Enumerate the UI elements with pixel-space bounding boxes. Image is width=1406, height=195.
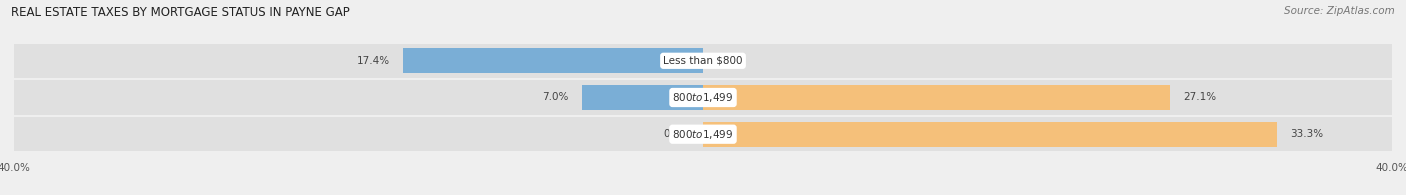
Text: REAL ESTATE TAXES BY MORTGAGE STATUS IN PAYNE GAP: REAL ESTATE TAXES BY MORTGAGE STATUS IN … xyxy=(11,6,350,19)
Text: $800 to $1,499: $800 to $1,499 xyxy=(672,91,734,104)
Bar xyxy=(14,117,1392,151)
Text: $800 to $1,499: $800 to $1,499 xyxy=(672,128,734,141)
Bar xyxy=(14,44,1392,78)
Text: 17.4%: 17.4% xyxy=(356,56,389,66)
Bar xyxy=(582,85,703,110)
Text: 33.3%: 33.3% xyxy=(1291,129,1323,139)
Bar xyxy=(14,80,1392,115)
Text: 0.0%: 0.0% xyxy=(717,56,742,66)
Text: Source: ZipAtlas.com: Source: ZipAtlas.com xyxy=(1284,6,1395,16)
Bar xyxy=(703,122,1277,147)
Text: 27.1%: 27.1% xyxy=(1184,92,1216,103)
Text: Less than $800: Less than $800 xyxy=(664,56,742,66)
Text: 7.0%: 7.0% xyxy=(543,92,568,103)
Bar xyxy=(404,48,703,73)
Bar xyxy=(703,85,1170,110)
Text: 0.0%: 0.0% xyxy=(664,129,689,139)
